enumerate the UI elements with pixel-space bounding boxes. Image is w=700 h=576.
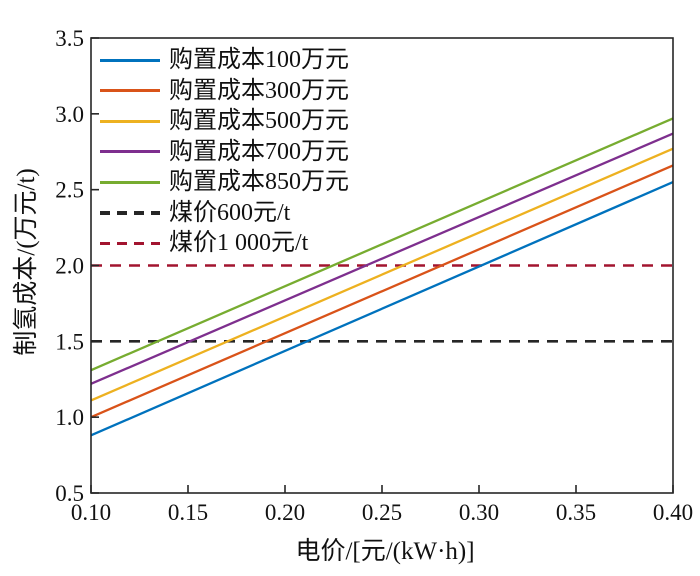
legend-line-sample bbox=[100, 119, 160, 123]
y-tick-label: 0.5 bbox=[55, 481, 84, 506]
legend-label: 购置成本100万元 bbox=[169, 47, 349, 74]
legend-line-sample bbox=[100, 211, 160, 215]
legend-label: 购置成本850万元 bbox=[169, 169, 349, 196]
x-tick-label: 0.40 bbox=[653, 500, 693, 525]
legend-label: 煤价1 000元/t bbox=[169, 230, 309, 257]
y-tick-label: 2.0 bbox=[55, 254, 84, 279]
x-axis-label: 电价/[元/(kW·h)] bbox=[295, 538, 475, 565]
legend-label: 煤价600元/t bbox=[169, 199, 291, 226]
legend-line-sample bbox=[100, 180, 160, 184]
legend-item: 煤价1 000元/t bbox=[100, 228, 349, 259]
legend-item: 购置成本500万元 bbox=[100, 106, 349, 137]
legend-item: 煤价600元/t bbox=[100, 198, 349, 229]
x-tick-label: 0.25 bbox=[362, 500, 402, 525]
x-tick-label: 0.20 bbox=[265, 500, 305, 525]
legend-item: 购置成本300万元 bbox=[100, 76, 349, 107]
y-tick-label: 3.0 bbox=[55, 102, 84, 127]
y-tick-label: 1.5 bbox=[55, 329, 84, 354]
legend-line-sample bbox=[100, 58, 160, 62]
y-tick-label: 3.5 bbox=[55, 26, 84, 51]
legend-label: 购置成本300万元 bbox=[169, 77, 349, 104]
legend-line-sample bbox=[100, 150, 160, 154]
legend-label: 购置成本700万元 bbox=[169, 138, 349, 165]
legend-line-sample bbox=[100, 89, 160, 93]
y-tick-label: 1.0 bbox=[55, 405, 84, 430]
legend-item: 购置成本850万元 bbox=[100, 167, 349, 198]
legend-line-sample bbox=[100, 241, 160, 245]
y-axis-label: 制氢成本/(万元/t) bbox=[13, 168, 40, 356]
y-tick-label: 2.5 bbox=[55, 178, 84, 203]
legend: 购置成本100万元 购置成本300万元 购置成本500万元 购置成本700万元 … bbox=[100, 45, 349, 259]
x-tick-label: 0.10 bbox=[71, 500, 111, 525]
legend-label: 购置成本500万元 bbox=[169, 108, 349, 135]
x-tick-label: 0.35 bbox=[556, 500, 596, 525]
legend-item: 购置成本700万元 bbox=[100, 137, 349, 168]
x-tick-label: 0.15 bbox=[168, 500, 208, 525]
legend-item: 购置成本100万元 bbox=[100, 45, 349, 76]
x-tick-label: 0.30 bbox=[459, 500, 499, 525]
